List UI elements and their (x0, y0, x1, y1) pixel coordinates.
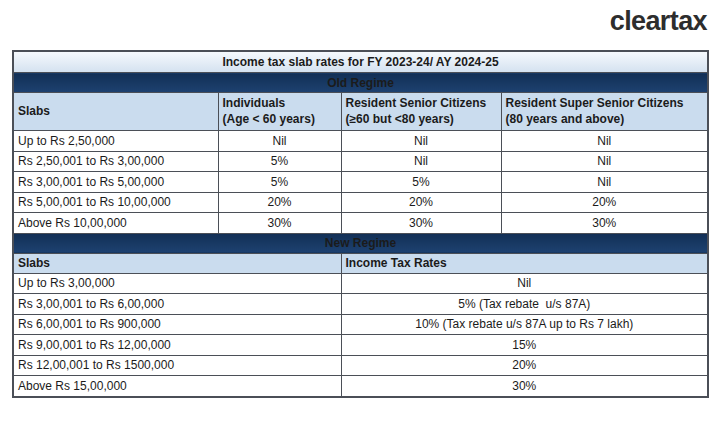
page: cleartax Income tax slab rates for FY 20… (0, 0, 720, 434)
table-row: Rs 12,00,001 to Rs 1500,000 20% (13, 355, 708, 376)
header-label: Individuals (223, 96, 337, 112)
rate-cell: 30% (501, 213, 708, 234)
rate-cell: 5% (341, 172, 501, 193)
slab-cell: Rs 12,00,001 to Rs 1500,000 (13, 355, 341, 376)
old-regime-band-row: Old Regime (13, 73, 708, 93)
rate-cell: Nil (501, 131, 708, 152)
table-title: Income tax slab rates for FY 2023-24/ AY… (13, 51, 708, 73)
rate-cell: 20% (218, 192, 341, 213)
table-row: Rs 5,00,001 to Rs 10,00,000 20% 20% 20% (13, 192, 708, 213)
header-label: Slabs (18, 104, 214, 120)
slab-cell: Rs 2,50,001 to Rs 3,00,000 (13, 151, 218, 172)
cleartax-logo: cleartax (610, 6, 707, 37)
table-row: Rs 2,50,001 to Rs 3,00,000 5% Nil Nil (13, 151, 708, 172)
header-sublabel: (80 years and above) (506, 112, 704, 128)
rate-cell: 5% (218, 172, 341, 193)
rate-cell: 20% (341, 192, 501, 213)
table-row: Above Rs 10,00,000 30% 30% 30% (13, 213, 708, 234)
header-cell-super-senior-citizens: Resident Super Senior Citizens (80 years… (501, 93, 708, 131)
header-sublabel: (≥60 but <80 years) (346, 112, 497, 128)
rate-cell: Nil (218, 131, 341, 152)
slab-cell: Above Rs 10,00,000 (13, 213, 218, 234)
header-cell-slabs: Slabs (13, 253, 341, 273)
rate-cell: 5% (218, 151, 341, 172)
rate-cell: 30% (341, 376, 708, 397)
slab-cell: Above Rs 15,00,000 (13, 376, 341, 397)
rate-cell: 10% (Tax rebate u/s 87A up to Rs 7 lakh) (341, 314, 708, 335)
table-row: Above Rs 15,00,000 30% (13, 376, 708, 397)
header-cell-senior-citizens: Resident Senior Citizens (≥60 but <80 ye… (341, 93, 501, 131)
table-row: Rs 3,00,001 to Rs 5,00,000 5% 5% Nil (13, 172, 708, 193)
slab-cell: Rs 3,00,001 to Rs 6,00,000 (13, 294, 341, 315)
rate-cell: 30% (218, 213, 341, 234)
tax-slab-table: Income tax slab rates for FY 2023-24/ AY… (12, 50, 709, 398)
rate-cell: Nil (501, 172, 708, 193)
rate-cell: Nil (501, 151, 708, 172)
header-sublabel: (Age < 60 years) (223, 112, 337, 128)
table-row: Rs 9,00,001 to Rs 12,00,000 15% (13, 335, 708, 356)
rate-cell: Nil (341, 273, 708, 294)
rate-cell: 5% (Tax rebate u/s 87A) (341, 294, 708, 315)
header-cell-individuals: Individuals (Age < 60 years) (218, 93, 341, 131)
header-label: Resident Super Senior Citizens (506, 96, 704, 112)
header-cell-income-tax-rates: Income Tax Rates (341, 253, 708, 273)
old-regime-band-label: Old Regime (13, 73, 708, 93)
header-label: Resident Senior Citizens (346, 96, 497, 112)
slab-cell: Rs 5,00,001 to Rs 10,00,000 (13, 192, 218, 213)
slab-cell: Rs 3,00,001 to Rs 5,00,000 (13, 172, 218, 193)
table-row: Rs 6,00,001 to Rs 900,000 10% (Tax rebat… (13, 314, 708, 335)
rate-cell: Nil (341, 131, 501, 152)
slab-cell: Rs 9,00,001 to Rs 12,00,000 (13, 335, 341, 356)
slab-cell: Rs 6,00,001 to Rs 900,000 (13, 314, 341, 335)
new-regime-band-row: New Regime (13, 233, 708, 253)
rate-cell: 20% (501, 192, 708, 213)
header-cell-slabs: Slabs (13, 93, 218, 131)
table-row: Up to Rs 3,00,000 Nil (13, 273, 708, 294)
old-regime-header-row: Slabs Individuals (Age < 60 years) Resid… (13, 93, 708, 131)
new-regime-band-label: New Regime (13, 233, 708, 253)
table-title-row: Income tax slab rates for FY 2023-24/ AY… (13, 51, 708, 73)
table-row: Rs 3,00,001 to Rs 6,00,000 5% (Tax rebat… (13, 294, 708, 315)
rate-cell: Nil (341, 151, 501, 172)
slab-cell: Up to Rs 2,50,000 (13, 131, 218, 152)
rate-cell: 30% (341, 213, 501, 234)
table-row: Up to Rs 2,50,000 Nil Nil Nil (13, 131, 708, 152)
new-regime-header-row: Slabs Income Tax Rates (13, 253, 708, 273)
rate-cell: 20% (341, 355, 708, 376)
rate-cell: 15% (341, 335, 708, 356)
slab-cell: Up to Rs 3,00,000 (13, 273, 341, 294)
